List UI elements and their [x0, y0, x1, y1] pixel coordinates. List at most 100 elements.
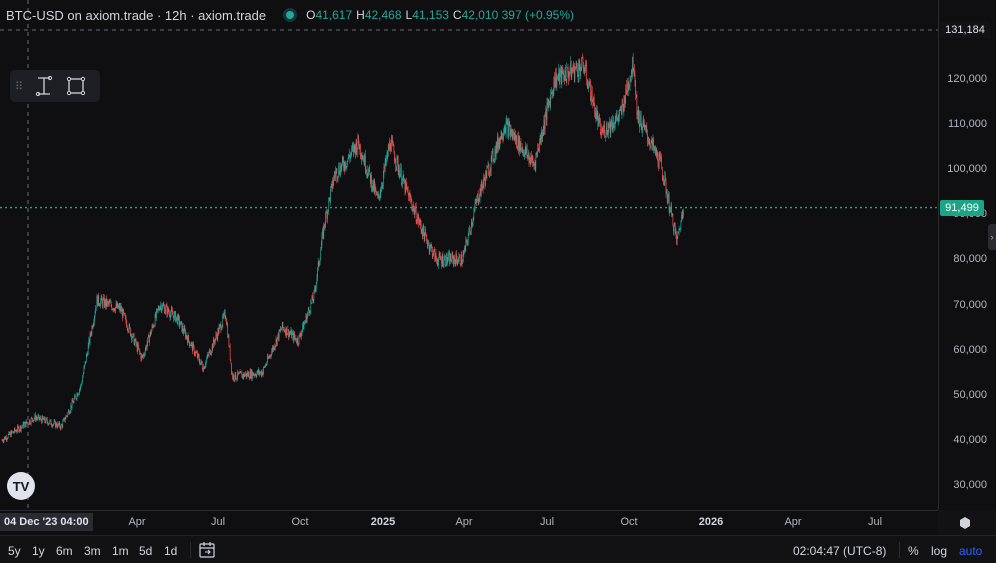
- candle-body: [587, 84, 589, 89]
- candle-body: [43, 418, 44, 421]
- chart-area[interactable]: BTC-USD on axiom.trade · 12h · axiom.tra…: [0, 0, 938, 510]
- candle-body: [612, 120, 613, 130]
- candle-body: [529, 157, 531, 165]
- candle-body: [77, 393, 78, 396]
- candle-body: [60, 424, 62, 429]
- candle-body: [312, 295, 313, 301]
- candle-body: [540, 135, 542, 141]
- range-button-6m[interactable]: 6m: [56, 544, 73, 558]
- candle-body: [81, 382, 83, 384]
- chart-settings-icon[interactable]: [958, 516, 972, 530]
- candle-body: [454, 260, 456, 266]
- candle-body: [85, 361, 86, 363]
- candle-body: [108, 302, 109, 304]
- candle-body: [106, 298, 108, 306]
- log-scale-toggle[interactable]: log: [931, 544, 948, 558]
- text-cursor-icon[interactable]: [28, 72, 60, 100]
- range-button-1m[interactable]: 1m: [112, 544, 129, 558]
- candle-body: [627, 82, 629, 90]
- time-axis[interactable]: Apr Jul Oct 2025 Apr Jul Oct 2026 Apr Jul: [0, 510, 938, 535]
- candle-body: [268, 357, 269, 359]
- auto-scale-toggle[interactable]: auto: [959, 544, 983, 558]
- candle-body: [394, 153, 395, 162]
- candle-body: [510, 129, 511, 135]
- symbol-title[interactable]: BTC-USD on axiom.trade · 12h · axiom.tra…: [6, 7, 267, 23]
- candle-body: [116, 303, 117, 308]
- candle-body: [603, 128, 604, 134]
- candle-body: [506, 120, 507, 122]
- candle-body: [502, 137, 503, 139]
- candle-body: [669, 210, 671, 212]
- candle-body: [9, 432, 11, 435]
- candle-body: [560, 68, 562, 83]
- candle-body: [99, 303, 100, 306]
- candle-body: [368, 166, 370, 171]
- candle-body: [479, 198, 480, 202]
- price-tick: 40,000: [953, 433, 987, 446]
- candle-body: [392, 139, 393, 144]
- candle-body: [14, 428, 15, 433]
- candle-body: [259, 370, 260, 374]
- candle-body: [437, 263, 439, 266]
- candle-body: [389, 141, 390, 150]
- range-button-5d[interactable]: 5d: [139, 544, 153, 558]
- candle-body: [50, 419, 51, 421]
- candle-body: [390, 148, 392, 152]
- candle-body: [78, 393, 80, 395]
- candle-body: [401, 183, 403, 185]
- candle-body: [324, 224, 325, 227]
- candle-body: [6, 438, 8, 440]
- candle-body: [453, 258, 455, 264]
- range-button-1y[interactable]: 1y: [32, 544, 45, 558]
- candle-body: [404, 180, 405, 183]
- percent-scale-toggle[interactable]: %: [908, 544, 919, 558]
- candle-body: [438, 259, 439, 266]
- candle-body: [141, 355, 143, 357]
- candle-body: [52, 424, 54, 427]
- price-tick: 100,000: [947, 163, 987, 176]
- range-button-5y[interactable]: 5y: [8, 544, 21, 558]
- candle-body: [361, 157, 363, 160]
- candle-body: [326, 212, 328, 219]
- candle-body: [547, 101, 549, 106]
- candle-body: [309, 310, 310, 313]
- rectangle-icon[interactable]: [60, 72, 92, 100]
- candle-body: [90, 333, 91, 335]
- range-button-3m[interactable]: 3m: [84, 544, 101, 558]
- candle-body: [272, 347, 273, 352]
- candle-body: [276, 337, 278, 345]
- candle-body: [589, 80, 591, 86]
- tradingview-logo-icon[interactable]: TV: [7, 472, 35, 500]
- candle-body: [223, 313, 225, 317]
- date-range-calendar-icon[interactable]: [198, 541, 216, 559]
- timezone-clock[interactable]: 02:04:47 (UTC-8): [793, 544, 887, 558]
- candle-body: [546, 110, 547, 120]
- candle-body: [381, 185, 383, 187]
- candle-body: [214, 341, 215, 344]
- candle-body: [300, 335, 302, 337]
- range-button-1d[interactable]: 1d: [164, 544, 178, 558]
- candle-body: [334, 175, 336, 177]
- candle-body: [681, 215, 682, 222]
- candle-body: [101, 296, 103, 301]
- candle-body: [626, 84, 627, 92]
- drag-handle-icon[interactable]: ⠿: [14, 80, 24, 93]
- expand-panel-icon[interactable]: ›: [988, 224, 996, 250]
- candle-body: [650, 142, 652, 149]
- price-axis[interactable]: 120,000110,000100,00090,00080,00070,0006…: [938, 0, 996, 510]
- candle-body: [195, 351, 197, 353]
- candle-body: [281, 322, 283, 329]
- candle-body: [74, 395, 76, 397]
- candle-body: [565, 70, 566, 80]
- candle-body: [332, 183, 334, 189]
- candle-body: [555, 72, 556, 83]
- candle-body: [366, 170, 368, 175]
- candle-body: [366, 170, 367, 173]
- candle-body: [262, 371, 264, 376]
- candle-body: [495, 148, 496, 157]
- candle-body: [175, 311, 176, 322]
- candle-body: [469, 228, 470, 230]
- candle-body: [644, 123, 645, 128]
- candle-body: [46, 418, 47, 420]
- candle-body: [68, 410, 70, 415]
